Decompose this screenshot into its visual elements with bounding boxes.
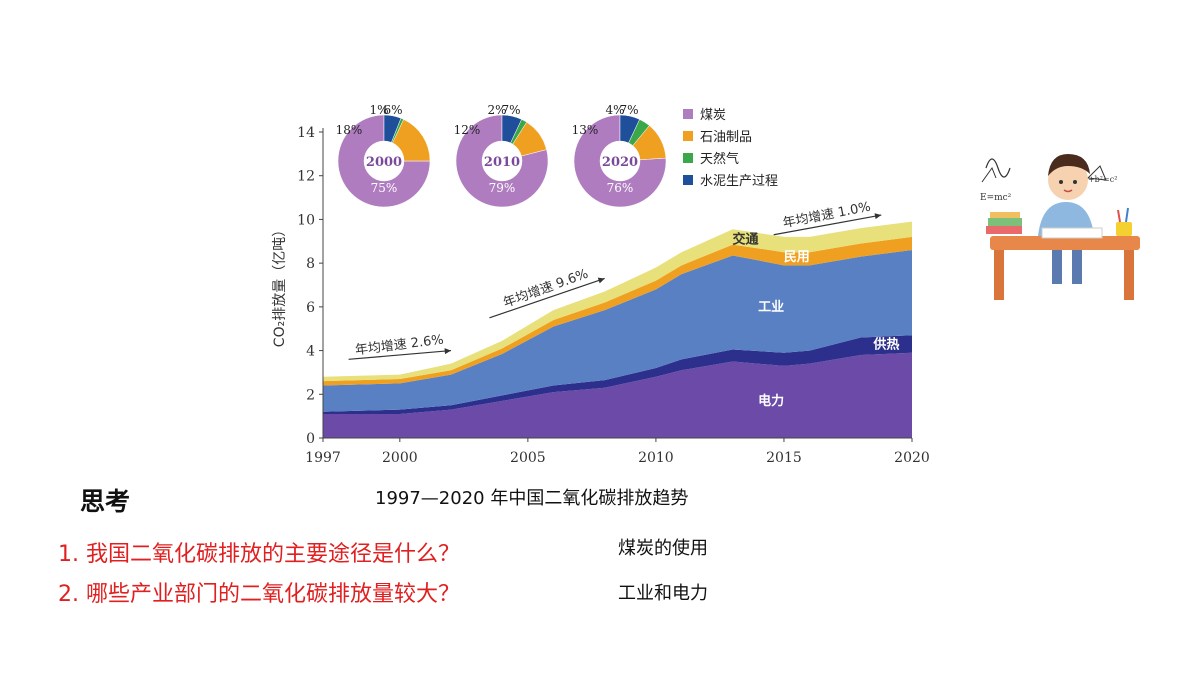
donut-charts: 200075%18%1%6%201079%12%2%7%202076%13%4%… <box>336 103 667 208</box>
area-labels: 电力 供热 工业 民用 交通 <box>733 231 900 409</box>
x-tick-label: 2010 <box>638 450 674 466</box>
donut-value-label: 12% <box>454 123 481 137</box>
legend-swatch <box>683 153 693 163</box>
area-2 <box>323 335 912 414</box>
donut-slice <box>383 114 402 143</box>
donut-value-label: 75% <box>371 181 398 195</box>
y-tick-label: 14 <box>297 125 315 141</box>
x-tick-label: 2000 <box>382 450 418 466</box>
donut-center-label: 2010 <box>484 155 520 170</box>
x-tick-label: 2020 <box>894 450 930 466</box>
annotation-arrow <box>773 214 882 236</box>
co2-emissions-chart: CO₂排放量（亿吨） 0 2 4 6 8 10 12 14 1997 2000 2005 2010 20… <box>272 103 930 466</box>
y-tick-label: 6 <box>306 300 315 316</box>
donut-value-label: 79% <box>489 181 516 195</box>
legend-label: 石油制品 <box>700 130 752 145</box>
annotation-arrow <box>489 277 605 319</box>
annotation-arrowhead <box>874 213 882 220</box>
legend-label: 煤炭 <box>700 108 726 123</box>
area-1 <box>323 352 912 438</box>
y-tick-label: 10 <box>297 212 315 228</box>
stacked-areas <box>323 221 912 438</box>
y-tick-label: 2 <box>306 387 315 403</box>
axes: 0 2 4 6 8 10 12 14 1997 2000 2005 2010 2015 2020 <box>297 125 930 466</box>
donut-value-label: 18% <box>336 123 363 137</box>
donut-value-label: 7% <box>619 103 638 117</box>
y-tick-label: 0 <box>306 431 315 447</box>
answer-1: 煤炭的使用 <box>618 538 708 559</box>
donut-value-label: 6% <box>383 103 402 117</box>
chart-caption: 1997—2020 年中国二氧化碳排放趋势 <box>375 488 689 509</box>
series-label: 供热 <box>872 336 899 352</box>
annotation-label: 年均增速 1.0% <box>782 200 872 232</box>
y-tick-label: 4 <box>306 344 315 360</box>
y-tick-label: 8 <box>306 256 315 272</box>
series-label: 电力 <box>758 393 784 409</box>
think-title: 思考 <box>80 487 131 516</box>
question-1: 1. 我国二氧化碳排放的主要途径是什么？ <box>58 542 460 567</box>
donut-value-label: 13% <box>572 123 599 137</box>
answer-2: 工业和电力 <box>618 583 708 604</box>
x-tick-label: 2005 <box>510 450 546 466</box>
donut-value-label: 4% <box>605 103 624 117</box>
donut-value-label: 7% <box>501 103 520 117</box>
question-2: 2. 哪些产业部门的二氧化碳排放量较大？ <box>58 582 460 607</box>
donut-center-label: 2020 <box>602 155 638 170</box>
donut-slice <box>337 114 431 208</box>
boy-studying-icon: E=mc² a²+b²=c² <box>980 154 1140 300</box>
donut-value-label: 1% <box>369 103 388 117</box>
legend-swatch <box>683 175 693 185</box>
annotation-arrowhead <box>444 348 452 355</box>
legend-swatch <box>683 131 693 141</box>
annotation-arrowhead <box>597 277 605 284</box>
donut-slice <box>619 114 640 144</box>
donut-slice <box>573 114 667 208</box>
area-5 <box>323 221 912 382</box>
series-label: 交通 <box>733 231 759 247</box>
donut-slice <box>455 114 549 208</box>
donut-value-label: 76% <box>607 181 634 195</box>
y-tick-label: 12 <box>297 169 315 185</box>
legend-label: 水泥生产过程 <box>700 174 778 189</box>
x-tick-label: 2015 <box>766 450 802 466</box>
donut-slice <box>501 114 522 144</box>
area-3 <box>323 250 912 412</box>
area-4 <box>323 236 912 386</box>
annotation-arrow <box>348 349 452 360</box>
y-axis-title: CO₂排放量（亿吨） <box>272 223 288 347</box>
legend-label: 天然气 <box>700 151 739 167</box>
series-label: 工业 <box>758 299 784 315</box>
x-tick-label: 1997 <box>305 450 341 466</box>
donut-center-label: 2000 <box>366 155 402 170</box>
formula-1: E=mc² <box>980 193 1012 203</box>
legend-swatch <box>683 109 693 119</box>
donut-value-label: 2% <box>487 103 506 117</box>
series-label: 民用 <box>784 250 810 265</box>
y-axis-label: CO₂排放量（亿吨） <box>272 223 288 347</box>
